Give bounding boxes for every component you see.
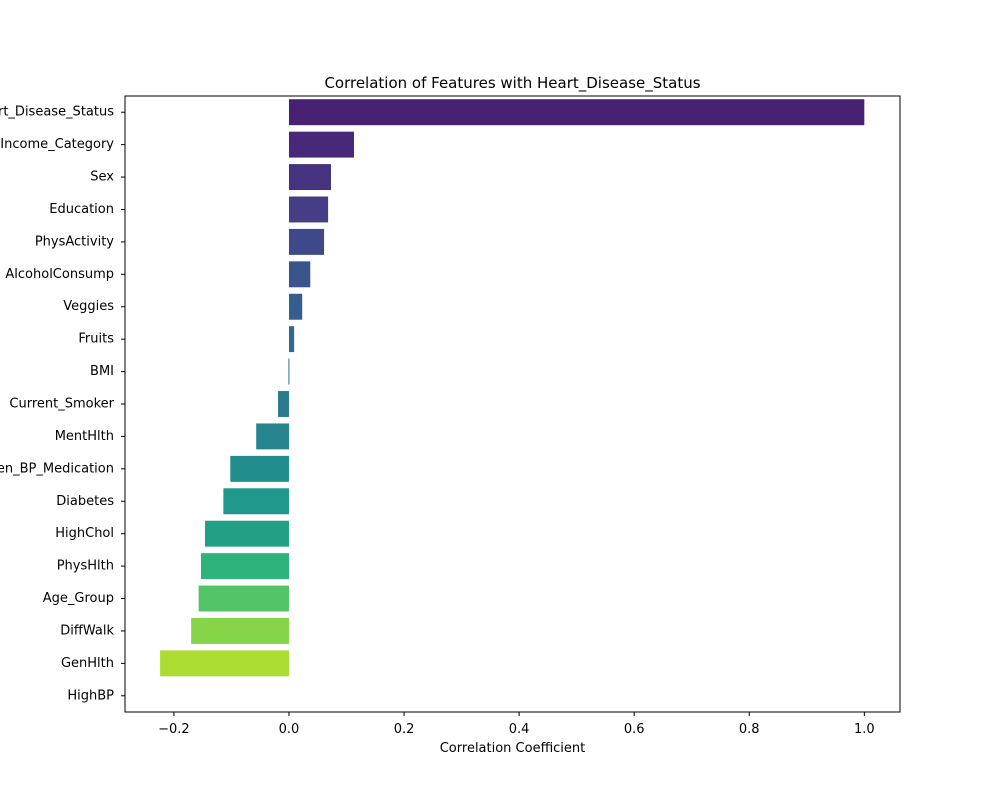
x-axis-label: Correlation Coefficient: [440, 741, 586, 756]
y-tick-label: Current_Smoker: [9, 397, 114, 412]
bar-current-smoker: [278, 391, 289, 417]
y-tick-label: Diabetes: [56, 494, 114, 509]
x-tick-label: 0.4: [509, 722, 530, 737]
y-tick-label: Education: [49, 202, 114, 217]
y-axis: Heart_Disease_Status Income_Category Sex Ed…: [0, 105, 125, 703]
y-tick-label: Veggies: [63, 299, 114, 314]
y-tick-label: Sex: [90, 170, 114, 185]
x-tick-label: 1.0: [854, 722, 875, 737]
chart-title: Correlation of Features with Heart_Disea…: [324, 74, 700, 93]
y-tick-label: PhysActivity: [35, 234, 114, 249]
bars-group: [160, 99, 865, 677]
bar-veggies: [288, 293, 303, 320]
bar-income-category: [288, 131, 354, 158]
x-tick-label: 0.6: [624, 722, 645, 737]
bar-physhlth: [200, 553, 289, 580]
bar-alcoholconsump: [288, 261, 311, 288]
y-tick-label: Taken_BP_Medication: [0, 461, 114, 476]
y-tick-label: Age_Group: [43, 591, 114, 606]
y-tick-label: BMI: [90, 364, 114, 379]
bar-education: [288, 196, 329, 223]
bar-genhlth: [160, 650, 289, 677]
bar-diabetes: [223, 488, 289, 515]
bar-heart-disease-status: [288, 99, 865, 126]
bar-bmi: [288, 358, 290, 385]
bar-menthlth: [256, 423, 289, 450]
bar-taken-bp-medication: [230, 455, 289, 482]
x-tick-label: −0.2: [158, 722, 190, 737]
y-tick-label: Income_Category: [0, 137, 114, 152]
plot-frame: [124, 95, 901, 713]
y-tick-label: Heart_Disease_Status: [0, 105, 114, 120]
bar-fruits: [288, 326, 295, 353]
y-tick-label: GenHlth: [61, 656, 114, 671]
x-tick-label: 0.2: [394, 722, 415, 737]
bar-physactivity: [288, 228, 325, 255]
bar-sex: [288, 164, 331, 191]
bar-age-group: [198, 585, 289, 612]
x-tick-label: 0.8: [739, 722, 760, 737]
y-tick-label: HighBP: [67, 688, 114, 703]
y-tick-label: HighChol: [55, 526, 114, 541]
y-tick-label: MentHlth: [55, 429, 114, 444]
bar-highchol: [204, 520, 289, 547]
y-tick-label: PhysHlth: [57, 559, 114, 574]
x-tick-label: 0.0: [279, 722, 300, 737]
x-axis: −0.2 0.0 0.2 0.4 0.6 0.8 1.0: [158, 712, 875, 737]
bar-diffwalk: [191, 617, 289, 644]
y-tick-label: DiffWalk: [60, 623, 114, 638]
y-tick-label: AlcoholConsump: [5, 267, 114, 282]
y-tick-label: Fruits: [78, 332, 114, 347]
